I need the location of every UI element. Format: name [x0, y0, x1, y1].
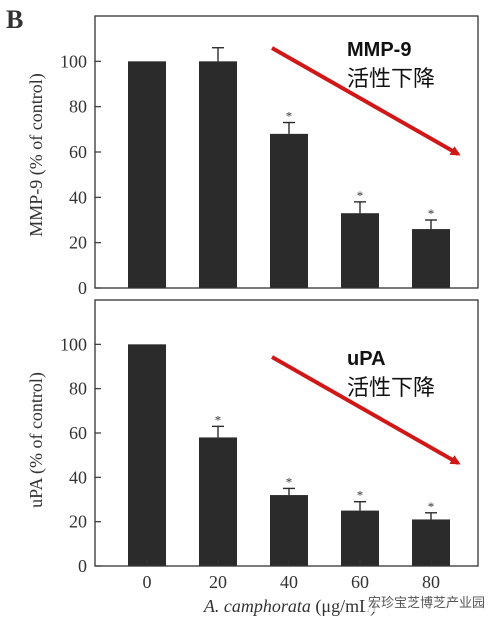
- y-tick-label: 0: [78, 278, 87, 298]
- y-ticks-bottom: 0 20 40 60 80 100: [60, 334, 101, 576]
- x-tick-label: 20: [209, 572, 227, 592]
- y-tick-label: 40: [69, 187, 87, 207]
- y-tick-label: 40: [69, 467, 87, 487]
- annotation-top-line2: 活性下降: [347, 66, 435, 91]
- y-tick-label: 0: [78, 556, 87, 576]
- panel-bottom-upa: uPA (% of control) 0 20 40 60 80 100 * * * * 0 20…: [26, 299, 479, 592]
- bar-40: [270, 133, 308, 288]
- watermark: 宏珍宝芝博芝产业园: [364, 591, 488, 612]
- significance-top: * * *: [286, 109, 435, 221]
- y-tick-label: 80: [69, 379, 87, 399]
- panel-letter: B: [6, 5, 23, 34]
- x-ticks-bottom: 0 20 40 60 80: [143, 560, 440, 592]
- significance-star-20: *: [215, 412, 222, 427]
- y-tick-label: 60: [69, 142, 87, 162]
- x-tick-label: 40: [280, 572, 298, 592]
- y-tick-label: 20: [69, 233, 87, 253]
- annotation-bottom-line1: uPA: [347, 348, 386, 370]
- bars-bottom: [128, 344, 450, 566]
- y-tick-label: 60: [69, 423, 87, 443]
- y-tick-label: 100: [60, 334, 87, 354]
- significance-bottom: * * * *: [215, 412, 435, 513]
- annotation-top-line1: MMP-9: [347, 39, 411, 61]
- plot-frame-top: [94, 15, 479, 289]
- y-axis-title-top: MMP-9 (% of control): [26, 73, 47, 236]
- bar-60: [341, 510, 379, 566]
- x-tick-label: 60: [351, 572, 369, 592]
- error-bars-top: [212, 47, 437, 230]
- significance-star-80: *: [428, 499, 435, 514]
- trend-arrow-bottom: [271, 355, 461, 465]
- significance-star-80: *: [428, 206, 435, 221]
- panel-top-mmp9: MMP-9 (% of control) 0 20 40 60 80 100 * * * MM…: [26, 15, 479, 298]
- significance-star-40: *: [286, 474, 293, 489]
- significance-star-60: *: [357, 488, 364, 503]
- bar-40: [270, 495, 308, 566]
- x-tick-label: 80: [422, 572, 440, 592]
- bar-80: [412, 519, 450, 566]
- y-ticks-top: 0 20 40 60 80 100: [60, 51, 101, 298]
- x-axis-title: A. camphorata (μg/mL): [203, 596, 376, 617]
- bar-80: [412, 229, 450, 288]
- trend-arrow-top: [271, 46, 461, 156]
- error-bars-bottom: [212, 425, 437, 520]
- bar-0: [128, 344, 166, 566]
- bar-20: [199, 61, 237, 289]
- y-tick-label: 100: [60, 51, 87, 71]
- annotation-bottom-line2: 活性下降: [347, 375, 435, 400]
- bar-20: [199, 437, 237, 566]
- bar-60: [341, 213, 379, 288]
- x-tick-label: 0: [143, 572, 152, 592]
- significance-star-60: *: [357, 188, 364, 203]
- bar-0: [128, 61, 166, 289]
- y-axis-title-bottom: uPA (% of control): [26, 372, 47, 508]
- plot-frame-bottom: [94, 299, 479, 567]
- significance-star-40: *: [286, 109, 293, 124]
- y-tick-label: 20: [69, 512, 87, 532]
- y-tick-label: 80: [69, 97, 87, 117]
- bars-top: [128, 61, 450, 289]
